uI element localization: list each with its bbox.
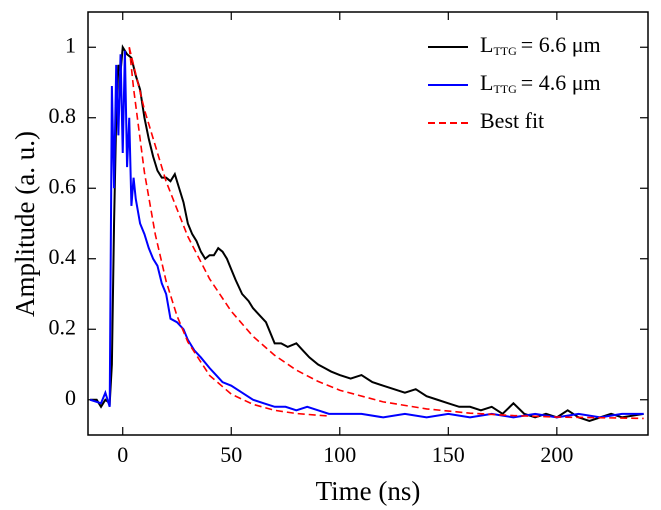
x-tick-label: 150 — [432, 442, 465, 467]
x-tick-label: 100 — [323, 442, 356, 467]
x-tick-label: 0 — [117, 442, 128, 467]
y-tick-label: 0.4 — [49, 244, 77, 269]
legend-label-sub: TTG — [493, 44, 517, 58]
y-tick-label: 1 — [65, 32, 76, 57]
legend-label-rest: = 4.6 μm — [521, 70, 601, 95]
legend-label-main: L — [480, 70, 493, 95]
x-tick-label: 50 — [220, 442, 242, 467]
y-tick-label: 0 — [65, 385, 76, 410]
legend-label-main: L — [480, 32, 493, 57]
legend-label: LTTG = 6.6 μm — [480, 32, 601, 58]
x-axis-label: Time (ns) — [316, 476, 421, 506]
series-line — [128, 47, 644, 420]
y-axis-label: Amplitude (a. u.) — [10, 131, 40, 317]
x-tick-label: 200 — [540, 442, 573, 467]
plot-frame — [87, 11, 649, 436]
legend-label-rest: = 6.6 μm — [521, 32, 601, 57]
y-tick-label: 0.8 — [49, 103, 77, 128]
legend-label: LTTG = 4.6 μm — [480, 70, 601, 96]
series-line — [89, 50, 644, 419]
y-tick-label: 0.2 — [49, 314, 77, 339]
series-line — [128, 47, 329, 417]
y-tick-label: 0.6 — [49, 173, 77, 198]
legend-label-sub: TTG — [493, 82, 517, 96]
legend-label: Best fit — [480, 108, 544, 133]
series-line — [90, 44, 644, 422]
